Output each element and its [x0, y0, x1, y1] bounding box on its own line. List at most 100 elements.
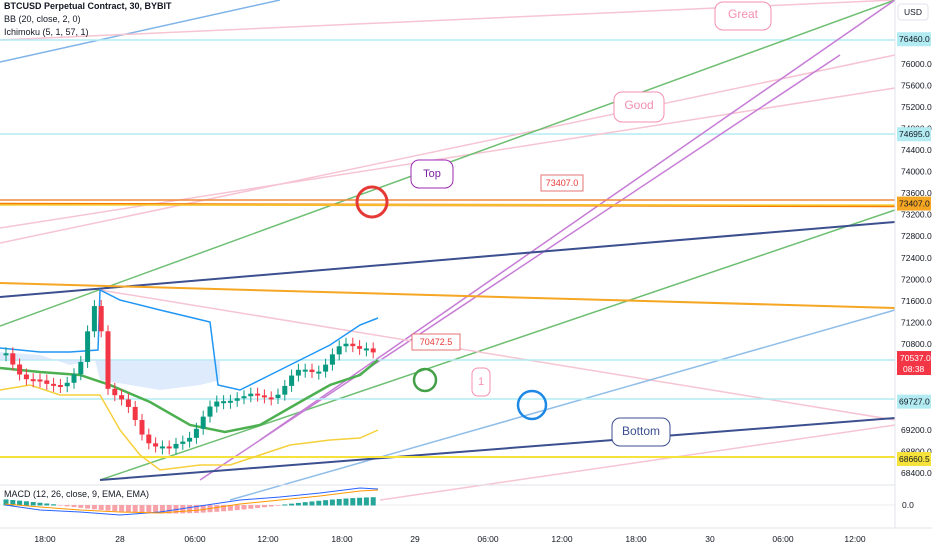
candle	[255, 393, 261, 396]
candle	[146, 434, 152, 444]
candle	[336, 346, 342, 355]
macd-line	[4, 487, 379, 516]
macd-zero-label: 0.0	[902, 500, 914, 510]
candle	[23, 374, 29, 380]
candle	[343, 343, 349, 347]
candle	[37, 379, 43, 382]
time-tick: 12:00	[844, 534, 866, 544]
price-label-box	[540, 174, 584, 192]
candle	[153, 443, 159, 447]
time-tick: 30	[705, 534, 715, 544]
candle	[3, 353, 9, 356]
time-tick: 06:00	[772, 534, 794, 544]
time-tick: 06:00	[184, 534, 206, 544]
annotation: Good	[624, 98, 653, 112]
macd-bar	[44, 503, 50, 506]
price-tick: 73200.0	[901, 210, 932, 220]
macd-bar	[30, 502, 36, 506]
candle	[323, 364, 329, 372]
macd-bar	[255, 505, 261, 509]
price-highlight-label: 74695.0	[899, 129, 930, 139]
price-tick: 73600.0	[901, 188, 932, 198]
candle	[350, 343, 356, 347]
price-tick: 72400.0	[901, 253, 932, 263]
candle	[248, 393, 254, 397]
time-tick: 06:00	[477, 534, 499, 544]
macd-bar	[289, 503, 295, 506]
candle	[64, 382, 70, 387]
macd-bar	[57, 505, 63, 506]
annotation: 73407.0	[546, 178, 579, 188]
candle	[295, 369, 301, 376]
callout-box	[613, 91, 665, 123]
candle	[207, 406, 213, 417]
price-label-box	[411, 333, 461, 351]
macd-bar	[119, 505, 125, 512]
time-tick: 18:00	[331, 534, 353, 544]
candle	[166, 446, 172, 449]
candle	[91, 306, 97, 332]
price-tick: 72000.0	[901, 274, 932, 284]
price-highlight	[897, 452, 931, 467]
currency[interactable]: USD	[904, 7, 922, 17]
price-tick: 68400.0	[901, 468, 932, 478]
trendline	[0, 0, 281, 63]
trendline	[0, 282, 896, 309]
candle	[78, 361, 84, 375]
macd-bar	[357, 497, 363, 506]
time-tick: 12:00	[257, 534, 279, 544]
annotation: Great	[728, 7, 759, 21]
macd-bar	[316, 500, 322, 506]
emojis	[355, 1, 772, 447]
price-tick: 74400.0	[901, 145, 932, 155]
candle	[370, 348, 376, 353]
trendline	[229, 309, 896, 501]
macd-bar	[37, 502, 43, 506]
bb-lower	[0, 384, 379, 471]
trendline	[99, 417, 896, 481]
macd-bar	[23, 501, 29, 506]
candle	[227, 400, 233, 403]
last-price: 70537.0	[900, 353, 931, 363]
candle	[10, 353, 16, 365]
macd-bar	[105, 505, 111, 511]
channel	[259, 0, 896, 441]
time-tick: 18:00	[34, 534, 56, 544]
macd-bar	[51, 504, 57, 506]
time-tick: 29	[410, 534, 420, 544]
macd-bar	[17, 500, 23, 506]
macd-bar	[166, 505, 172, 514]
price-tick: 69200.0	[901, 425, 932, 435]
candle	[125, 399, 131, 407]
macd-bar	[309, 501, 315, 506]
candles	[3, 300, 376, 455]
macd-bar	[146, 505, 152, 514]
macd-bar	[78, 505, 84, 508]
time-tick: 18:00	[625, 534, 647, 544]
price-highlight	[897, 394, 931, 409]
candle	[193, 428, 199, 438]
price-tick: 75200.0	[901, 102, 932, 112]
macd-bar	[200, 505, 206, 513]
macd-bar	[3, 499, 9, 506]
candle	[329, 354, 335, 365]
time-tick: 28	[115, 534, 125, 544]
price-tick: 72800.0	[901, 231, 932, 241]
candle	[200, 416, 206, 429]
callout-box	[410, 159, 454, 189]
macd-bar	[275, 505, 281, 506]
annotation: 70472.5	[420, 337, 453, 347]
candle	[98, 306, 104, 332]
candle	[105, 331, 111, 389]
candle	[85, 331, 91, 362]
candle	[71, 374, 77, 383]
price-highlight	[897, 127, 931, 142]
channel	[199, 54, 841, 481]
indicator-label: BB (20, close, 2, 0)	[4, 14, 81, 24]
currency-button[interactable]	[897, 3, 929, 21]
candle	[173, 443, 179, 449]
macd-bar	[139, 505, 145, 513]
macd-bar	[268, 505, 274, 507]
callout-box	[471, 367, 491, 397]
